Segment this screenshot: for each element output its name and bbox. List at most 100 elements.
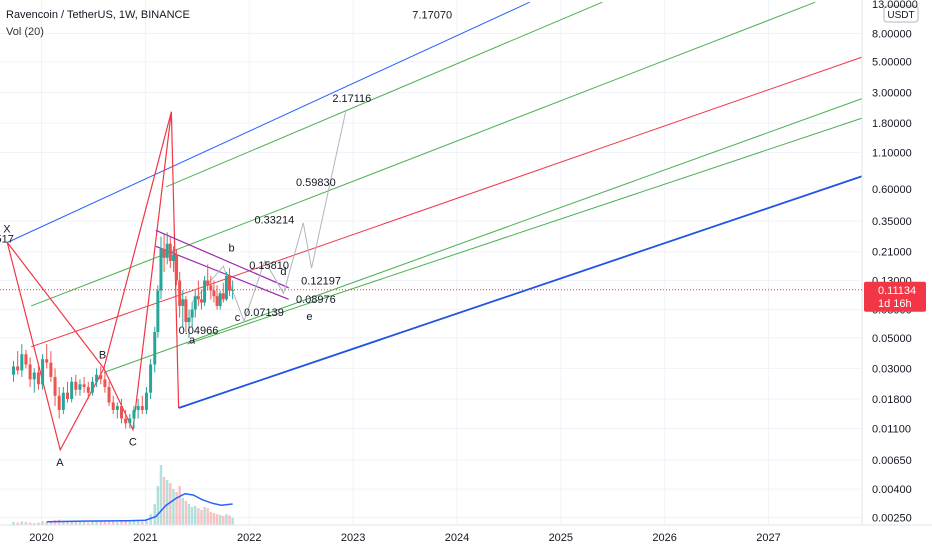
price-tick-label: 0.00650	[872, 455, 912, 467]
bar-countdown: 1d 16h	[878, 298, 912, 310]
price-tick-label: 1.10000	[872, 147, 912, 159]
volume-bar	[206, 508, 209, 525]
volume-bar	[78, 522, 82, 525]
candle-body	[128, 418, 132, 424]
candle-body	[212, 290, 216, 297]
candle-body	[199, 299, 203, 303]
channel-line	[178, 175, 863, 409]
volume-bar	[169, 483, 172, 525]
volume-bar	[49, 521, 53, 525]
currency-label: USDT	[887, 10, 914, 21]
harmonic-line	[6, 242, 105, 369]
wave-point-label: a	[189, 334, 196, 346]
price-annotation: 0.08976	[296, 294, 336, 306]
price-tick-label: 0.21000	[872, 247, 912, 259]
volume-bar	[70, 520, 73, 525]
candle-body	[82, 384, 86, 387]
candle-body	[132, 409, 136, 419]
indicator-label[interactable]: Vol (20)	[6, 26, 44, 38]
wave-point-label: c	[235, 312, 241, 324]
pattern-point-label: C	[129, 437, 137, 449]
candle-body	[86, 386, 90, 393]
volume-bar	[153, 504, 156, 525]
candle-body	[28, 364, 32, 380]
volume-bar	[66, 521, 69, 525]
candle-body	[53, 376, 57, 396]
volume-bar	[218, 514, 222, 525]
candle-body	[49, 362, 53, 377]
channel-line	[30, 56, 863, 348]
pitchfork-channel-lines	[7, 1, 863, 409]
candle-body	[120, 406, 124, 419]
volume-bar	[200, 510, 203, 525]
candle-body	[61, 392, 65, 410]
channel-line	[7, 1, 530, 243]
volume-bar	[16, 522, 19, 525]
volume-bar	[107, 520, 111, 525]
candle-body	[36, 372, 40, 385]
volume-bar	[175, 492, 178, 525]
candlestick-series	[12, 232, 235, 429]
price-tick-label: 0.35000	[872, 216, 912, 228]
pattern-point-labels: X A B Ca b c d e	[3, 223, 312, 468]
price-tick-label: 0.00400	[872, 484, 912, 496]
volume-bar	[74, 522, 78, 525]
volume-bar	[124, 520, 127, 525]
price-annotation: 0.59830	[296, 177, 336, 189]
candle-body	[159, 248, 163, 291]
candle-body	[193, 296, 197, 310]
volume-bar	[136, 521, 140, 525]
candle-body	[78, 384, 82, 390]
volume-bar	[82, 522, 86, 525]
price-tick-label: 0.01800	[872, 394, 912, 406]
candle-body	[153, 332, 157, 365]
volume-bar	[37, 522, 40, 525]
volume-bar	[231, 517, 234, 525]
candle-body	[203, 280, 207, 303]
price-annotation: 7.17070	[412, 9, 452, 21]
candle-body	[184, 299, 188, 323]
price-tick-label: 3.00000	[872, 87, 912, 99]
candle-body	[209, 285, 213, 291]
candle-body	[111, 402, 115, 410]
currency-badge-background	[883, 5, 919, 23]
candle-body	[165, 243, 169, 258]
candle-body	[24, 354, 28, 365]
candle-body	[196, 296, 200, 300]
volume-bar	[20, 521, 24, 525]
candle-body	[66, 392, 70, 400]
pattern-point-label: A	[56, 457, 64, 469]
candle-body	[140, 406, 144, 410]
price-tick-label: 5.00000	[872, 57, 912, 69]
volume-bar	[120, 521, 123, 525]
time-tick-label: 2026	[652, 532, 676, 544]
volume-ma-line	[46, 493, 233, 523]
candle-body	[178, 280, 182, 306]
candle-body	[162, 248, 166, 258]
volume-bar	[222, 516, 225, 525]
price-annotation: 0.33214	[254, 215, 294, 227]
volume-bar	[91, 521, 94, 525]
volume-bar	[99, 521, 102, 525]
candle-body	[107, 386, 111, 403]
candle-body	[156, 290, 160, 333]
price-axis[interactable]: 8.00000 5.00000 3.00000 1.80000 1.10000 0.600…	[872, 29, 912, 525]
harmonic-line	[103, 111, 172, 369]
volume-bar	[41, 521, 44, 525]
candle-body	[16, 366, 20, 371]
currency-badge[interactable]: USDT	[883, 5, 919, 23]
time-axis[interactable]: 2020 2021 2022 2023 2024 2025 2026 2027	[29, 532, 780, 544]
price-annotations: 7.17070 2.17116 0.59830 0.33214 0.24517 0.158…	[0, 9, 452, 337]
symbol-title[interactable]: Ravencoin / TetherUS, 1W, BINANCE	[6, 9, 190, 21]
wave-point-label: b	[228, 243, 234, 255]
channel-line	[30, 1, 816, 307]
volume-bar	[162, 477, 166, 525]
candle-body	[215, 296, 219, 306]
price-axis-top-label: 13.00000	[872, 0, 918, 11]
volume-bar	[128, 521, 132, 525]
candle-body	[103, 379, 107, 387]
volume-bar	[159, 465, 163, 525]
time-tick-label: 2023	[341, 532, 365, 544]
volume-bar	[225, 514, 228, 525]
